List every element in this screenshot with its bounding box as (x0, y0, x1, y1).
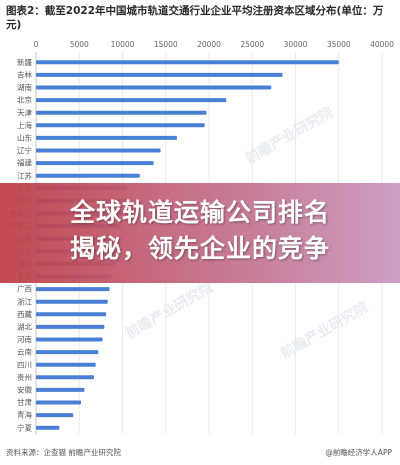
y-tick-label: 广西 (17, 284, 32, 294)
y-tick-label: 北京 (17, 95, 32, 105)
bar (36, 148, 161, 153)
y-tick-label: 西藏 (17, 309, 32, 319)
x-tick-label: 25000 (240, 40, 264, 49)
x-tick-label: 20000 (197, 40, 221, 49)
y-tick-label: 新疆 (17, 57, 32, 67)
x-tick-label: 35000 (327, 40, 351, 49)
bar (36, 173, 140, 178)
source-note: 资料来源：企查猫 前瞻产业研究院 (6, 448, 121, 457)
bar (36, 350, 99, 355)
y-tick-label: 四川 (17, 360, 32, 369)
y-tick-label: 宁夏 (17, 422, 32, 432)
y-tick-label: 浙江 (17, 296, 32, 306)
y-tick-label: 湖北 (17, 323, 32, 332)
y-tick-label: 云南 (17, 347, 32, 357)
bar (36, 362, 96, 367)
y-tick-label: 河南 (17, 334, 32, 344)
y-tick-label: 上海 (17, 120, 32, 130)
bar (36, 425, 60, 430)
bar (36, 98, 227, 103)
y-tick-label: 贵州 (17, 372, 32, 382)
bar (36, 400, 81, 405)
y-tick-label: 安徽 (17, 385, 32, 395)
y-tick-label: 青海 (17, 410, 32, 420)
bar (36, 287, 110, 292)
bar (36, 324, 105, 329)
bar (36, 299, 108, 304)
y-tick-label: 山东 (17, 133, 32, 143)
bar (36, 161, 154, 166)
bar (36, 110, 207, 115)
bar (36, 337, 103, 342)
bar (36, 375, 94, 380)
bar (36, 85, 272, 90)
y-tick-label: 江苏 (17, 170, 32, 180)
bar (36, 60, 339, 65)
x-tick-label: 0 (34, 40, 39, 49)
bar (36, 135, 177, 140)
overlay-line-2: 揭秘，领先企业的竞争 (69, 234, 330, 263)
x-tick-label: 30000 (284, 40, 308, 49)
x-tick-label: 15000 (154, 40, 178, 49)
chart-title: 图表2：截至2022年中国城市轨道交通行业企业平均注册资本区域分布(单位：万元) (6, 5, 384, 31)
overlay-line-1: 全球轨道运输公司排名 (69, 198, 330, 227)
overlay-banner: 全球轨道运输公司排名 揭秘，领先企业的竞争 (0, 183, 400, 283)
y-tick-label: 福建 (17, 158, 32, 168)
x-tick-label: 10000 (111, 40, 135, 49)
x-tick-label: 5000 (70, 40, 89, 49)
bar (36, 312, 107, 317)
y-tick-label: 天津 (17, 108, 32, 117)
y-tick-label: 吉林 (17, 70, 32, 80)
bar (36, 387, 85, 392)
y-tick-label: 甘肃 (17, 397, 32, 407)
bar (36, 123, 205, 128)
bar (36, 413, 74, 418)
bar (36, 72, 283, 77)
y-tick-label: 辽宁 (17, 145, 32, 155)
x-tick-label: 40000 (370, 40, 394, 49)
y-tick-label: 湖南 (17, 82, 32, 92)
brand-note: @前瞻经济学人APP (325, 448, 392, 457)
